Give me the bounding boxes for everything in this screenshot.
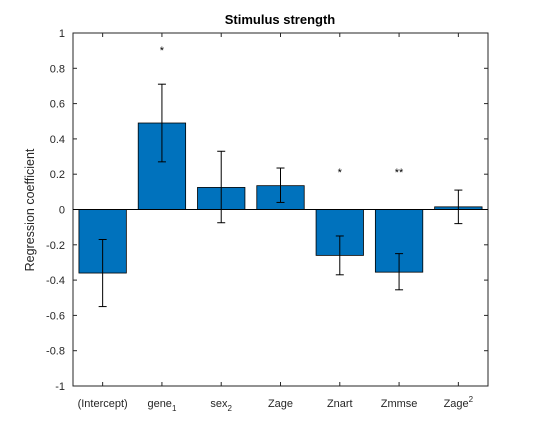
y-tick-label: -1: [55, 381, 65, 393]
significance-marker: *: [160, 45, 165, 57]
x-tick-label: Zage: [268, 398, 293, 410]
significance-marker: *: [338, 167, 343, 179]
significance-marker: **: [395, 167, 404, 179]
x-tick-label: Znart: [327, 398, 353, 410]
y-tick-label: 0.4: [50, 134, 65, 146]
y-tick-label: 0: [59, 205, 65, 217]
plot-area: -1 -0.8 -0.6 -0.4 -0.2 0 0.2 0.4 0.6 0.8 1 (Interce…: [46, 28, 489, 413]
x-tick-label: (Intercept): [78, 398, 128, 410]
x-tick-label: gene1: [147, 398, 176, 413]
x-tick-label: Zmmse: [381, 398, 418, 410]
y-axis-label: Regression coefficient: [23, 148, 37, 271]
x-tick-label: sex2: [210, 398, 232, 413]
y-tick-label: -0.8: [46, 346, 65, 358]
y-tick-label: 0.2: [50, 169, 65, 181]
x-tick-label: Zage2: [444, 395, 474, 410]
y-tick-label: 0.8: [50, 63, 65, 75]
chart-title: Stimulus strength: [225, 12, 336, 27]
y-tick-label: 0.6: [50, 99, 65, 111]
y-tick-label: -0.2: [46, 240, 65, 252]
y-tick-label: 1: [59, 28, 65, 40]
y-tick-label: -0.4: [46, 275, 65, 287]
y-tick-label: -0.6: [46, 310, 65, 322]
